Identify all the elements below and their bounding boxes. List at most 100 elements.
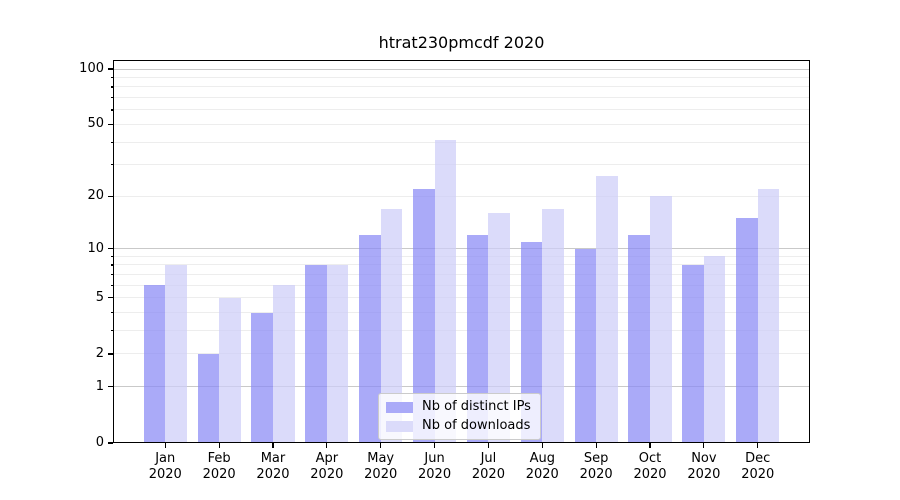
gridline-minor — [113, 297, 810, 299]
gridline-minor — [113, 77, 810, 79]
y-minor-tick-mark — [110, 141, 113, 143]
y-tick-label: 1 — [95, 378, 104, 394]
x-tick-label: Nov 2020 — [674, 451, 734, 482]
x-tick-year: 2020 — [471, 466, 505, 482]
x-tick-month: May — [367, 451, 395, 466]
x-tick-month: Mar — [260, 451, 286, 466]
y-tick-mark — [108, 68, 113, 70]
gridline-minor — [113, 353, 810, 355]
bar-downloads-aug — [542, 208, 564, 443]
x-tick-month: Sep — [583, 451, 609, 466]
x-tick-label: Jun 2020 — [405, 451, 465, 482]
bar-downloads-jan — [165, 265, 187, 443]
x-tick-month: Dec — [745, 451, 771, 466]
bar-downloads-jun — [434, 140, 457, 443]
gridline-minor — [113, 141, 810, 143]
y-minor-tick-mark — [110, 86, 113, 88]
bar-distinct-ips-nov — [682, 265, 704, 443]
bar-downloads-jul — [488, 213, 510, 443]
bar-distinct-ips-jan — [143, 285, 166, 443]
y-minor-tick-mark — [110, 255, 113, 258]
gridline-minor — [113, 284, 810, 286]
legend-item-downloads: Nb of downloads — [386, 418, 531, 434]
x-tick-label: Apr 2020 — [297, 451, 357, 482]
chart-title: htrat230pmcdf 2020 — [378, 33, 545, 52]
bar-distinct-ips-dec — [736, 218, 758, 443]
bar-downloads-dec — [757, 188, 780, 443]
y-minor-tick-mark — [110, 284, 113, 287]
y-minor-tick-mark — [110, 97, 113, 99]
gridline-minor — [113, 330, 810, 332]
gridline-minor — [113, 195, 810, 197]
bar-downloads-sep — [596, 175, 618, 443]
x-tick-month: Oct — [638, 451, 662, 466]
x-tick-label: Aug 2020 — [512, 451, 572, 482]
legend-swatch-distinct-ips — [386, 401, 413, 413]
y-tick-label: 50 — [87, 116, 104, 132]
x-tick-year: 2020 — [687, 466, 721, 482]
x-tick-month: Feb — [207, 451, 231, 466]
gridline-minor — [113, 264, 810, 266]
x-tick-mark — [757, 443, 759, 448]
y-minor-tick-mark — [110, 109, 113, 111]
x-tick-mark — [487, 443, 490, 448]
y-minor-tick-mark — [110, 330, 113, 332]
y-tick-mark — [108, 297, 113, 299]
x-tick-year: 2020 — [579, 466, 613, 482]
x-tick-label: Sep 2020 — [566, 451, 626, 482]
x-tick-mark — [703, 443, 705, 448]
legend-swatch-downloads — [386, 420, 413, 432]
y-tick-label: 10 — [87, 240, 104, 256]
x-tick-label: Feb 2020 — [189, 451, 249, 482]
x-tick-month: Jul — [480, 451, 497, 466]
x-tick-year: 2020 — [148, 466, 182, 482]
bar-distinct-ips-apr — [305, 265, 327, 443]
y-tick-label: 20 — [87, 188, 104, 204]
gridlines-layer — [113, 60, 810, 443]
legend-label-downloads: Nb of downloads — [422, 418, 531, 433]
x-tick-label: May 2020 — [351, 451, 411, 482]
x-tick-month: Jun — [424, 451, 445, 466]
y-tick-mark — [108, 353, 113, 355]
x-tick-mark — [326, 443, 328, 448]
bar-distinct-ips-mar — [251, 312, 273, 443]
y-tick-mark — [108, 195, 113, 197]
x-tick-year: 2020 — [202, 466, 236, 482]
x-tick-mark — [272, 443, 274, 448]
y-tick-label: 0 — [95, 435, 104, 450]
y-minor-tick-mark — [110, 164, 113, 166]
x-tick-year: 2020 — [364, 466, 398, 482]
x-tick-year: 2020 — [525, 466, 559, 482]
y-tick-label: 2 — [95, 345, 104, 361]
x-tick-mark — [649, 443, 651, 448]
x-tick-mark — [380, 443, 382, 448]
bar-distinct-ips-aug — [520, 241, 543, 443]
x-tick-month: Nov — [691, 451, 717, 466]
x-tick-label: Jul 2020 — [458, 451, 518, 482]
x-tick-label: Mar 2020 — [243, 451, 303, 482]
bar-downloads-oct — [650, 196, 672, 443]
gridline-minor — [113, 164, 810, 166]
y-minor-tick-mark — [110, 264, 113, 266]
x-tick-mark — [595, 443, 597, 448]
y-tick-mark — [108, 123, 113, 126]
y-tick-mark — [108, 386, 113, 388]
bar-distinct-ips-feb — [197, 354, 220, 443]
y-minor-tick-mark — [110, 312, 113, 314]
bar-distinct-ips-sep — [574, 248, 597, 443]
bar-downloads-may — [380, 208, 403, 443]
bar-distinct-ips-jun — [413, 188, 435, 443]
bar-downloads-nov — [703, 256, 726, 443]
x-tick-mark — [164, 443, 166, 448]
gridline-minor — [113, 123, 810, 125]
x-tick-month: Jan — [155, 451, 176, 466]
x-tick-month: Aug — [529, 451, 555, 466]
plot-area — [113, 60, 810, 443]
gridline-minor — [113, 312, 810, 314]
gridline-minor — [113, 109, 810, 111]
bar-downloads-apr — [326, 265, 349, 443]
x-tick-label: Oct 2020 — [620, 451, 680, 482]
x-tick-year: 2020 — [633, 466, 667, 482]
gridline-major — [113, 248, 810, 250]
